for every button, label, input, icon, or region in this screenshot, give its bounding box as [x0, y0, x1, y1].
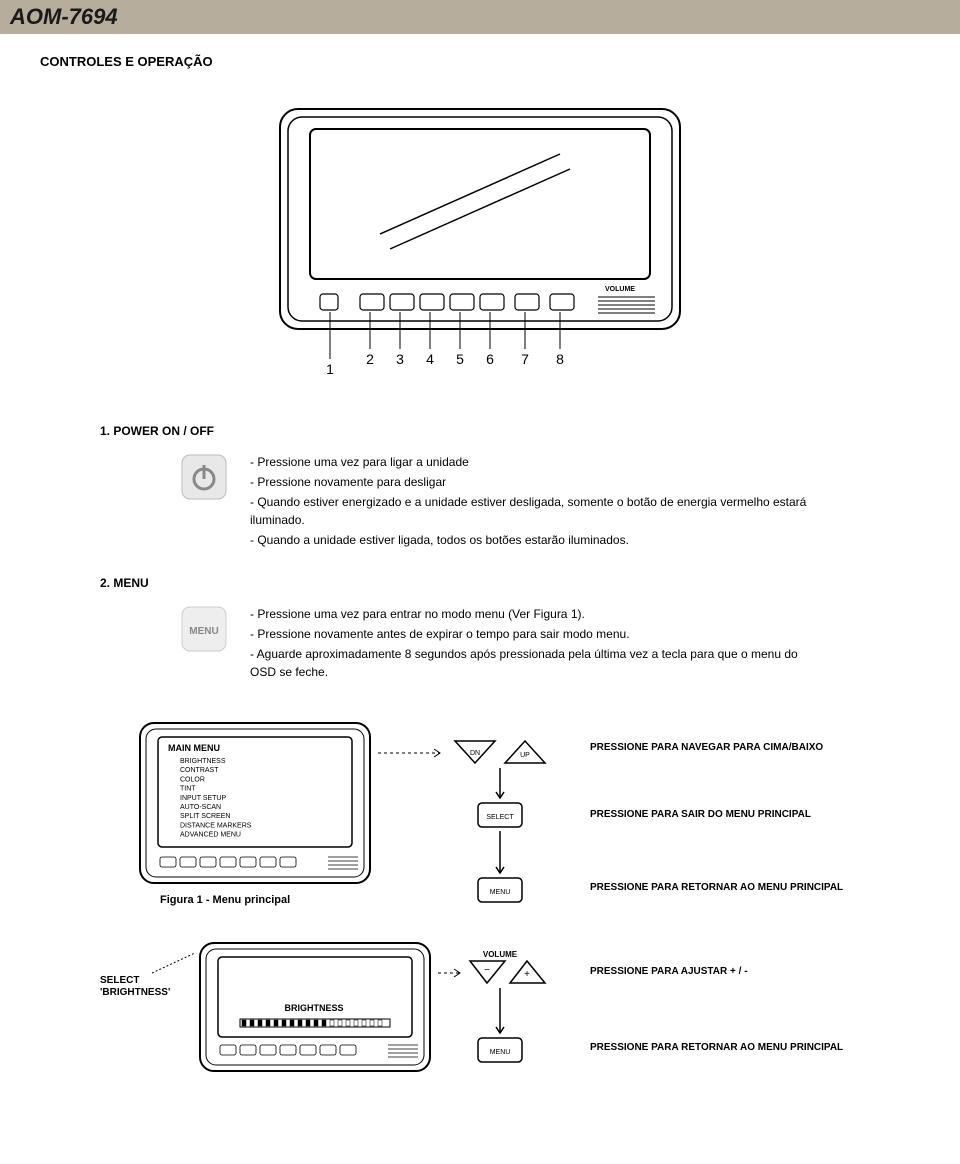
select-brightness-label: SELECT 'BRIGHTNESS'	[100, 953, 195, 998]
svg-text:VOLUME: VOLUME	[483, 950, 518, 959]
svg-text:BRIGHTNESS: BRIGHTNESS	[284, 1003, 343, 1013]
svg-text:UP: UP	[520, 752, 530, 759]
label-nav: PRESSIONE PARA NAVEGAR PARA CIMA/BAIXO	[590, 741, 850, 754]
svg-text:MENU: MENU	[490, 1049, 511, 1056]
line: - Pressione novamente para desligar	[250, 473, 810, 491]
label-return-2: PRESSIONE PARA RETORNAR AO MENU PRINCIPA…	[590, 1041, 850, 1054]
desc-2: - Pressione uma vez para entrar no modo …	[250, 605, 810, 683]
monitor-svg: VOLUME 1 2 3 4 5 6 7 8	[260, 99, 700, 379]
line: - Pressione uma vez para ligar a unidade	[250, 453, 810, 471]
svg-text:−: −	[484, 965, 490, 976]
up-button[interactable]: UP	[505, 741, 545, 763]
svg-text:7: 7	[521, 351, 529, 367]
svg-text:SPLIT SCREEN: SPLIT SCREEN	[180, 813, 230, 820]
volume-label: VOLUME	[605, 286, 635, 293]
svg-text:SELECT: SELECT	[486, 814, 514, 821]
main-menu-title: MAIN MENU	[168, 743, 220, 753]
svg-text:ADVANCED MENU: ADVANCED MENU	[180, 832, 241, 839]
svg-text:MENU: MENU	[490, 889, 511, 896]
svg-text:BRIGHTNESS: BRIGHTNESS	[180, 758, 226, 765]
svg-text:+: +	[524, 969, 530, 980]
item-power: 1. POWER ON / OFF - Pressione uma vez pa…	[40, 424, 920, 551]
svg-text:'BRIGHTNESS': 'BRIGHTNESS'	[100, 987, 170, 998]
main-menu-box: MAIN MENU BRIGHTNESS CONTRAST COLOR TINT INP…	[140, 723, 370, 883]
dn-button[interactable]: DN	[455, 741, 495, 763]
sub-menu-box: BRIGHTNESS	[200, 943, 430, 1071]
lower-diagram: MAIN MENU BRIGHTNESS CONTRAST COLOR TINT INP…	[40, 713, 920, 1098]
line: - Pressione novamente antes de expirar o…	[250, 625, 810, 643]
volume-group: VOLUME − +	[470, 950, 545, 983]
svg-text:AUTO-SCAN: AUTO-SCAN	[180, 804, 221, 811]
svg-text:5: 5	[456, 351, 464, 367]
line: - Quando estiver energizado e a unidade …	[250, 493, 810, 529]
svg-text:1: 1	[326, 361, 334, 377]
desc-1: - Pressione uma vez para ligar a unidade…	[250, 453, 810, 551]
line: - Quando a unidade estiver ligada, todos…	[250, 531, 810, 549]
svg-text:3: 3	[396, 351, 404, 367]
item-heading-1: 1. POWER ON / OFF	[100, 424, 920, 438]
page-title: AOM-7694	[10, 4, 118, 29]
svg-text:SELECT: SELECT	[100, 975, 139, 986]
power-icon	[180, 453, 230, 501]
svg-text:MENU: MENU	[189, 626, 218, 637]
select-button[interactable]: SELECT	[478, 803, 522, 827]
menu-icon: MENU	[180, 605, 230, 653]
svg-text:8: 8	[556, 351, 564, 367]
plus-button[interactable]: +	[510, 961, 545, 983]
svg-text:4: 4	[426, 351, 434, 367]
menu-button-1[interactable]: MENU	[478, 878, 522, 902]
minus-button[interactable]: −	[470, 961, 505, 983]
svg-text:TINT: TINT	[180, 786, 196, 793]
header-bar: AOM-7694	[0, 0, 960, 34]
figure-caption: Figura 1 - Menu principal	[160, 894, 290, 906]
item-heading-2: 2. MENU	[100, 576, 920, 590]
section-title: CONTROLES E OPERAÇÃO	[40, 54, 920, 69]
line: - Pressione uma vez para entrar no modo …	[250, 605, 810, 623]
label-exit: PRESSIONE PARA SAIR DO MENU PRINCIPAL	[590, 808, 850, 821]
line: - Aguarde aproximadamente 8 segundos apó…	[250, 645, 810, 681]
svg-text:2: 2	[366, 351, 374, 367]
svg-text:CONTRAST: CONTRAST	[180, 767, 219, 774]
svg-text:DN: DN	[470, 750, 480, 757]
svg-text:6: 6	[486, 351, 494, 367]
item-menu: 2. MENU MENU - Pressione uma vez para en…	[40, 576, 920, 683]
content: CONTROLES E OPERAÇÃO VOLUME 1 2 3 4 5 6 7 8	[0, 34, 960, 1138]
dn-up-group: DN UP	[455, 741, 545, 763]
svg-text:INPUT SETUP: INPUT SETUP	[180, 795, 226, 802]
svg-text:COLOR: COLOR	[180, 776, 205, 783]
label-adjust: PRESSIONE PARA AJUSTAR + / -	[590, 965, 850, 978]
label-return-1: PRESSIONE PARA RETORNAR AO MENU PRINCIPA…	[590, 881, 850, 894]
svg-text:DISTANCE MARKERS: DISTANCE MARKERS	[180, 822, 252, 829]
menu-button-2[interactable]: MENU	[478, 1038, 522, 1062]
monitor-figure: VOLUME 1 2 3 4 5 6 7 8	[40, 99, 920, 384]
diagram-svg: MAIN MENU BRIGHTNESS CONTRAST COLOR TINT INP…	[100, 713, 940, 1093]
